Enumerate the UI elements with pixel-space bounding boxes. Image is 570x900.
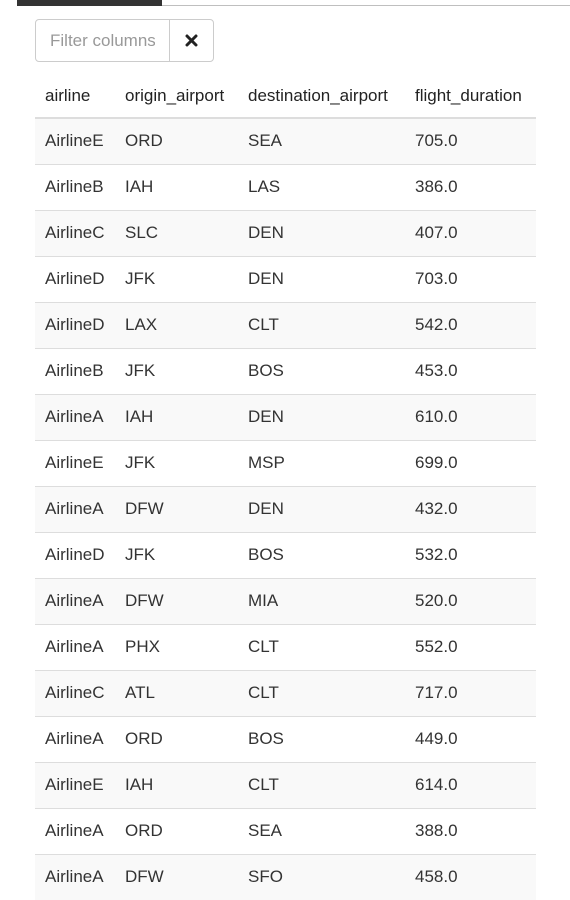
table-row[interactable]: AirlineA IAH DEN 610.0 (35, 393, 536, 440)
cell-destination-airport: DEN (238, 209, 405, 256)
cell-flight-duration: 453.0 (405, 347, 536, 394)
cell-origin-airport: ORD (115, 117, 238, 164)
table-row[interactable]: AirlineC SLC DEN 407.0 (35, 209, 536, 256)
cell-airline: AirlineA (35, 577, 115, 624)
cell-flight-duration: 542.0 (405, 301, 536, 348)
cell-airline: AirlineD (35, 255, 115, 302)
cell-flight-duration: 552.0 (405, 623, 536, 670)
table-row[interactable]: AirlineA DFW MIA 520.0 (35, 577, 536, 624)
data-table: airline origin_airport destination_airpo… (35, 74, 536, 900)
cell-airline: AirlineE (35, 117, 115, 164)
cell-flight-duration: 532.0 (405, 531, 536, 578)
cell-destination-airport: DEN (238, 255, 405, 302)
table-row[interactable]: AirlineA ORD SEA 388.0 (35, 807, 536, 854)
cell-destination-airport: MIA (238, 577, 405, 624)
table-row[interactable]: AirlineE JFK MSP 699.0 (35, 439, 536, 486)
cell-airline: AirlineA (35, 853, 115, 900)
cell-airline: AirlineC (35, 209, 115, 256)
tab-bar-divider (162, 5, 570, 6)
table-header-row: airline origin_airport destination_airpo… (35, 74, 536, 119)
cell-flight-duration: 717.0 (405, 669, 536, 716)
table-body: AirlineE ORD SEA 705.0 AirlineB IAH LAS 386.0 Ai… (35, 117, 536, 900)
cell-origin-airport: ATL (115, 669, 238, 716)
cell-airline: AirlineA (35, 485, 115, 532)
cell-destination-airport: SEA (238, 807, 405, 854)
tab-bar (0, 0, 570, 7)
cell-airline: AirlineE (35, 761, 115, 808)
cell-origin-airport: JFK (115, 439, 238, 486)
cell-origin-airport: JFK (115, 531, 238, 578)
cell-destination-airport: MSP (238, 439, 405, 486)
cell-airline: AirlineB (35, 163, 115, 210)
cell-airline: AirlineA (35, 623, 115, 670)
cell-airline: AirlineD (35, 301, 115, 348)
cell-flight-duration: 432.0 (405, 485, 536, 532)
clear-filter-button[interactable] (169, 19, 214, 62)
cell-origin-airport: LAX (115, 301, 238, 348)
column-header-airline[interactable]: airline (35, 74, 115, 119)
table-row[interactable]: AirlineA ORD BOS 449.0 (35, 715, 536, 762)
filter-columns-input[interactable] (35, 19, 170, 62)
cell-flight-duration: 610.0 (405, 393, 536, 440)
cell-origin-airport: JFK (115, 255, 238, 302)
cell-origin-airport: ORD (115, 807, 238, 854)
cell-flight-duration: 407.0 (405, 209, 536, 256)
table-row[interactable]: AirlineB IAH LAS 386.0 (35, 163, 536, 210)
cell-origin-airport: ORD (115, 715, 238, 762)
cell-origin-airport: DFW (115, 577, 238, 624)
cell-airline: AirlineE (35, 439, 115, 486)
column-header-origin-airport[interactable]: origin_airport (115, 74, 238, 119)
cell-origin-airport: JFK (115, 347, 238, 394)
column-header-destination-airport[interactable]: destination_airport (238, 74, 405, 119)
table-row[interactable]: AirlineA DFW SFO 458.0 (35, 853, 536, 900)
table-row[interactable]: AirlineE ORD SEA 705.0 (35, 117, 536, 164)
cell-origin-airport: PHX (115, 623, 238, 670)
table-row[interactable]: AirlineD LAX CLT 542.0 (35, 301, 536, 348)
table-row[interactable]: AirlineD JFK DEN 703.0 (35, 255, 536, 302)
cell-destination-airport: CLT (238, 669, 405, 716)
cell-destination-airport: SEA (238, 117, 405, 164)
cell-airline: AirlineA (35, 715, 115, 762)
cell-airline: AirlineD (35, 531, 115, 578)
cell-flight-duration: 386.0 (405, 163, 536, 210)
cell-flight-duration: 520.0 (405, 577, 536, 624)
table-row[interactable]: AirlineD JFK BOS 532.0 (35, 531, 536, 578)
cell-destination-airport: CLT (238, 761, 405, 808)
cell-flight-duration: 449.0 (405, 715, 536, 762)
tab-active-indicator[interactable] (17, 0, 162, 6)
column-header-flight-duration[interactable]: flight_duration (405, 74, 536, 119)
cell-destination-airport: DEN (238, 393, 405, 440)
cell-destination-airport: CLT (238, 623, 405, 670)
cell-airline: AirlineA (35, 393, 115, 440)
table-row[interactable]: AirlineA PHX CLT 552.0 (35, 623, 536, 670)
cell-origin-airport: IAH (115, 761, 238, 808)
table-row[interactable]: AirlineA DFW DEN 432.0 (35, 485, 536, 532)
cell-destination-airport: DEN (238, 485, 405, 532)
cell-destination-airport: LAS (238, 163, 405, 210)
cell-origin-airport: DFW (115, 485, 238, 532)
cell-flight-duration: 703.0 (405, 255, 536, 302)
cell-destination-airport: BOS (238, 347, 405, 394)
cell-flight-duration: 699.0 (405, 439, 536, 486)
cell-flight-duration: 458.0 (405, 853, 536, 900)
cell-origin-airport: IAH (115, 393, 238, 440)
cell-destination-airport: CLT (238, 301, 405, 348)
cell-flight-duration: 388.0 (405, 807, 536, 854)
cell-airline: AirlineB (35, 347, 115, 394)
cell-flight-duration: 614.0 (405, 761, 536, 808)
cell-destination-airport: BOS (238, 715, 405, 762)
table-row[interactable]: AirlineC ATL CLT 717.0 (35, 669, 536, 716)
filter-group (35, 19, 214, 62)
cell-origin-airport: SLC (115, 209, 238, 256)
cell-origin-airport: DFW (115, 853, 238, 900)
cell-airline: AirlineA (35, 807, 115, 854)
cell-airline: AirlineC (35, 669, 115, 716)
cell-destination-airport: SFO (238, 853, 405, 900)
cell-flight-duration: 705.0 (405, 117, 536, 164)
cell-origin-airport: IAH (115, 163, 238, 210)
table-row[interactable]: AirlineB JFK BOS 453.0 (35, 347, 536, 394)
cell-destination-airport: BOS (238, 531, 405, 578)
close-icon (185, 34, 198, 47)
table-row[interactable]: AirlineE IAH CLT 614.0 (35, 761, 536, 808)
